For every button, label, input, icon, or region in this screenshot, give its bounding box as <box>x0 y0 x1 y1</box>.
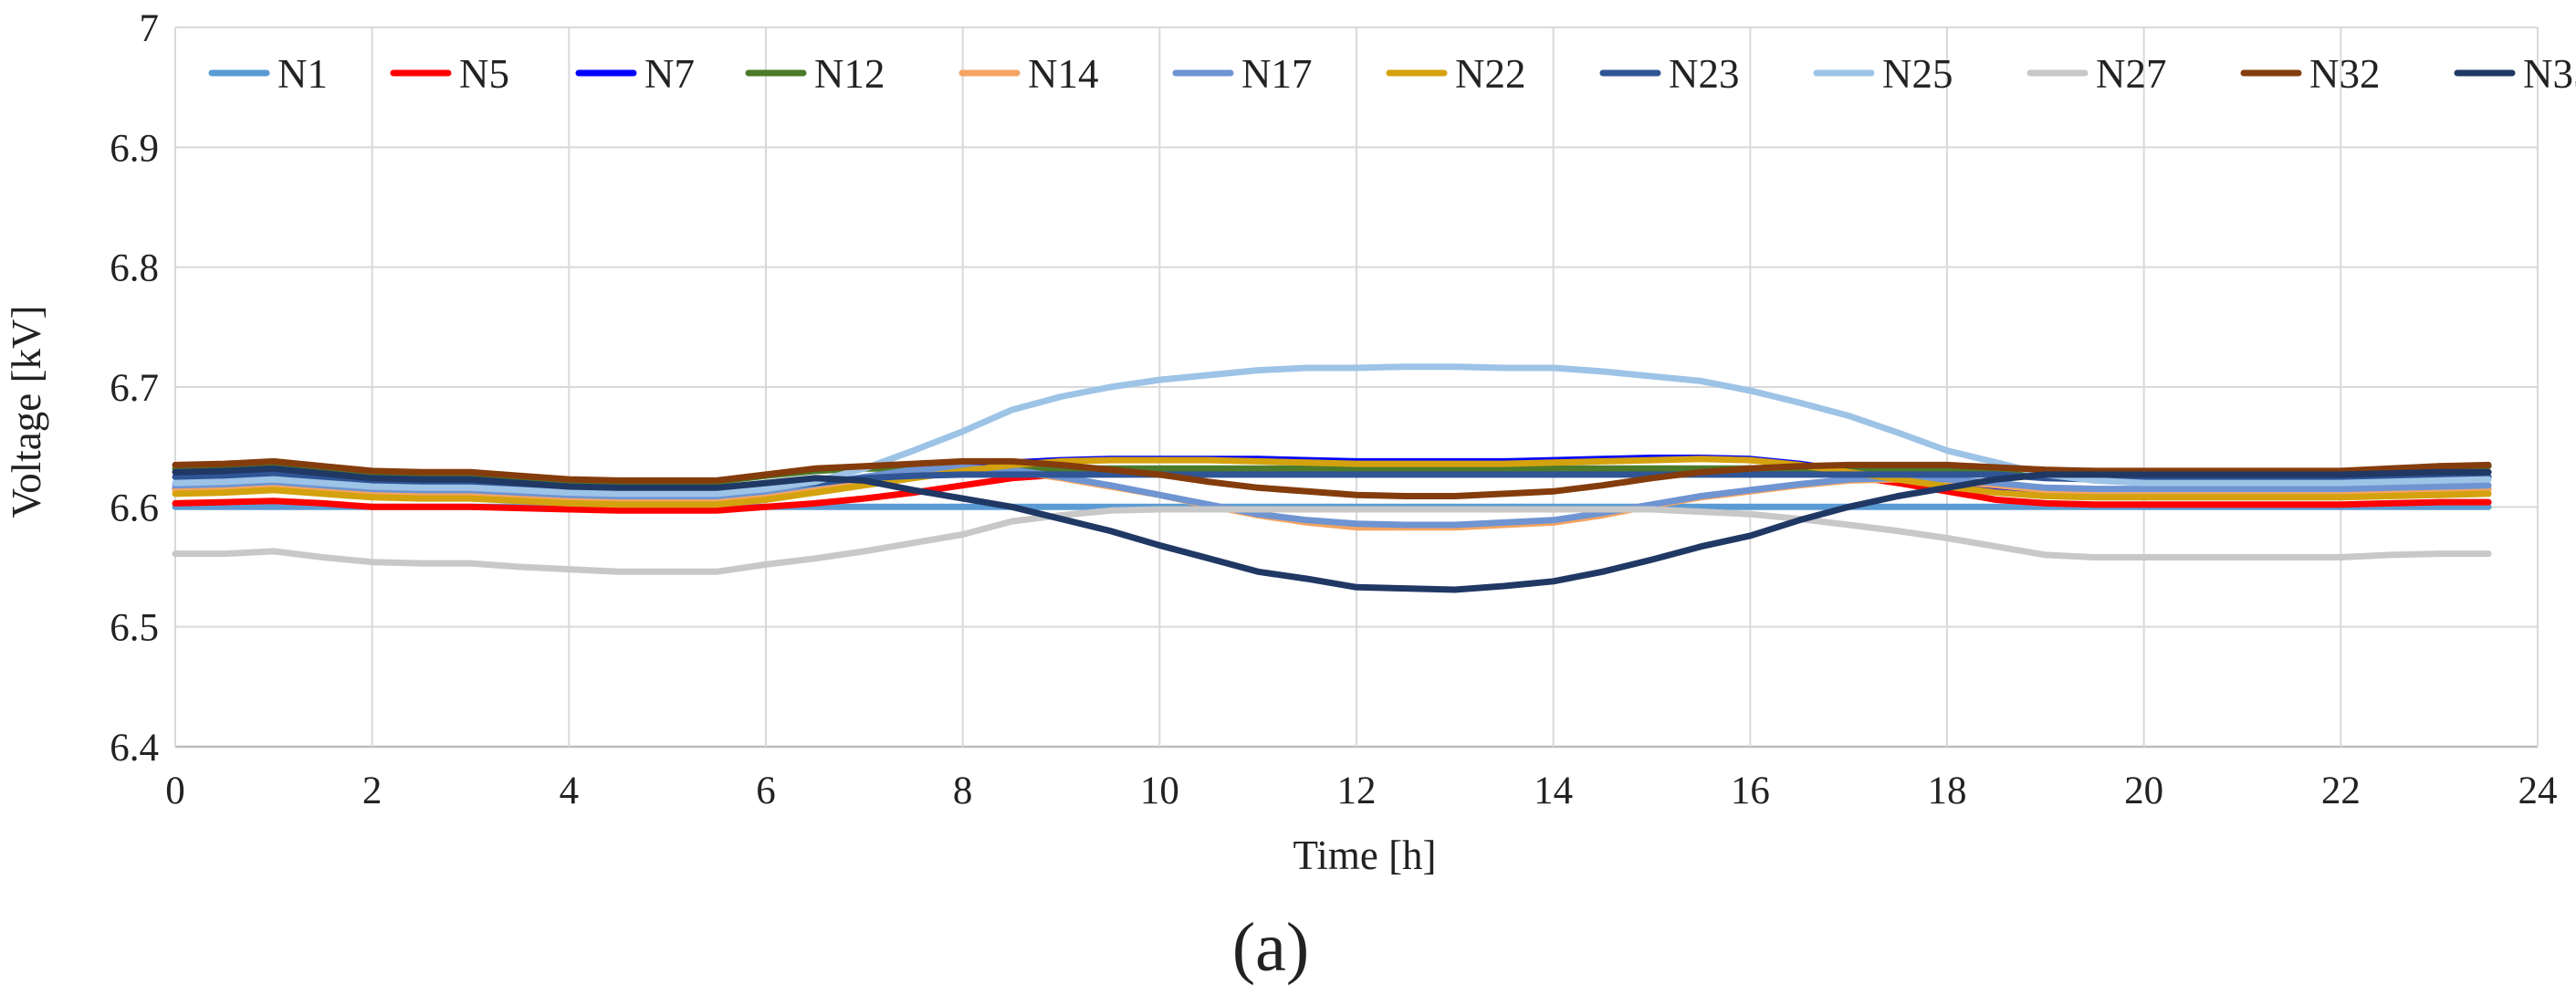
y-tick-label: 7 <box>140 7 160 50</box>
legend-label-n12: N12 <box>814 51 885 97</box>
legend: N1 N5 N7 N12 N14 N17 N22 N23 N25 N27 N32 N35 <box>208 51 2576 97</box>
x-tick-label: 24 <box>2518 770 2558 812</box>
x-tick-label: 8 <box>953 770 973 812</box>
x-tick-label: 10 <box>1140 770 1179 812</box>
y-tick-label: 6.7 <box>110 367 159 410</box>
x-tick-label: 18 <box>1928 770 1967 812</box>
x-tick-label: 22 <box>2321 770 2361 812</box>
x-tick-label: 0 <box>165 770 185 812</box>
y-tick-label: 6.9 <box>110 127 159 170</box>
x-tick-label: 2 <box>362 770 382 812</box>
series-line-n32 <box>172 457 2492 499</box>
legend-label-n27: N27 <box>2096 51 2167 97</box>
series-line-n25 <box>172 363 2492 498</box>
legend-label-n23: N23 <box>1669 51 1740 97</box>
tick-labels: 6.46.56.66.76.86.970 2 4 6 8 10 12 14 16 18 20 22 24 <box>110 7 2557 812</box>
series-line-n27 <box>172 506 2492 575</box>
y-tick-label: 6.4 <box>110 727 159 770</box>
series-line-n22 <box>172 456 2492 508</box>
series-line-n35 <box>172 465 2492 593</box>
series-lines <box>172 363 2492 593</box>
figure-caption: (a) <box>1232 909 1309 986</box>
legend-label-n7: N7 <box>644 51 695 97</box>
legend-label-n17: N17 <box>1241 51 1313 97</box>
legend-label-n1: N1 <box>277 51 328 97</box>
legend-label-n32: N32 <box>2309 51 2381 97</box>
y-tick-label: 6.6 <box>110 487 159 529</box>
x-tick-label: 16 <box>1731 770 1770 812</box>
x-tick-label: 12 <box>1337 770 1377 812</box>
x-tick-label: 6 <box>756 770 776 812</box>
legend-label-n5: N5 <box>459 51 509 97</box>
y-axis-title: Voltage [kV] <box>4 306 49 518</box>
y-tick-label: 6.5 <box>110 607 159 650</box>
legend-label-n14: N14 <box>1028 51 1099 97</box>
legend-label-n22: N22 <box>1455 51 1526 97</box>
x-axis-title: Time [h] <box>1293 833 1436 878</box>
x-tick-label: 14 <box>1534 770 1573 812</box>
y-tick-label: 6.8 <box>110 247 159 290</box>
legend-label-n35: N35 <box>2523 51 2576 97</box>
x-tick-label: 20 <box>2124 770 2163 812</box>
legend-label-n25: N25 <box>1882 51 1953 97</box>
x-tick-label: 4 <box>560 770 580 812</box>
